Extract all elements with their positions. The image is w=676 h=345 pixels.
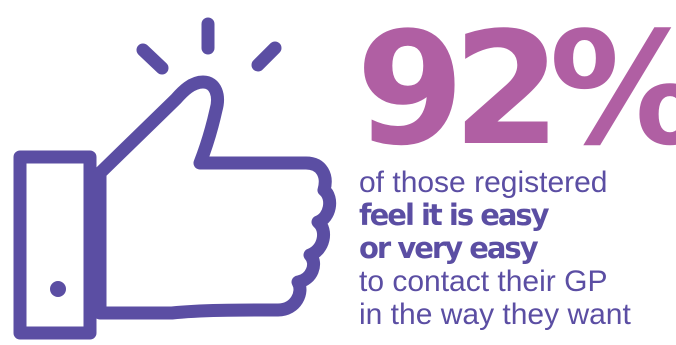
description-line-1: of those registered	[359, 166, 608, 199]
thumb-hand	[93, 75, 337, 320]
sparkle-ray-right	[251, 41, 282, 72]
cuff-dot	[50, 281, 66, 297]
stat-description: of those registered feel it is easy or v…	[359, 166, 674, 331]
thumbs-up-icon	[13, 17, 337, 340]
description-line-2: feel it is easy	[359, 198, 550, 232]
big-stat-value: 92%	[356, 0, 676, 180]
description-line-4: to contact their GP	[359, 265, 608, 298]
description-line-3: or very easy	[359, 231, 539, 265]
thumb-cuff	[13, 150, 97, 340]
description-line-5: in the way they want	[359, 298, 631, 331]
sparkle-ray-left	[136, 43, 169, 75]
thumbs-up-illustration	[13, 17, 337, 340]
